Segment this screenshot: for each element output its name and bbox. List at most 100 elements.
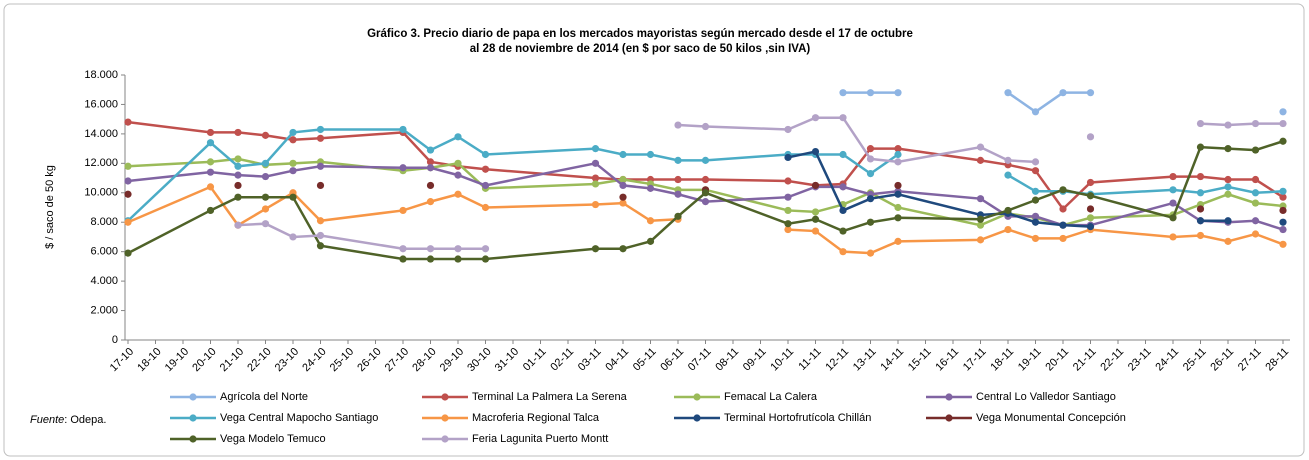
point — [701, 189, 710, 197]
point — [1086, 133, 1095, 141]
point — [866, 145, 875, 153]
point — [1196, 217, 1205, 225]
y-tick-label: 18.000 — [84, 69, 118, 81]
point — [811, 114, 820, 122]
chart-title: al 28 de noviembre de 2014 (en $ por sac… — [470, 43, 811, 55]
point — [811, 215, 820, 223]
point — [124, 162, 132, 170]
series-line — [127, 140, 1284, 261]
point — [426, 146, 435, 154]
point — [1224, 121, 1232, 129]
point — [976, 195, 985, 203]
series-line — [127, 128, 899, 222]
point — [289, 128, 297, 137]
point — [1251, 217, 1260, 225]
y-tick-label: 12.000 — [84, 157, 118, 169]
point — [1004, 171, 1012, 179]
point — [619, 199, 627, 207]
point — [1059, 89, 1067, 97]
point — [1086, 223, 1095, 231]
legend-label: Agrícola del Norte — [220, 391, 308, 403]
point — [839, 150, 847, 159]
point — [481, 245, 490, 253]
legend-label: Macroferia Regional Talca — [472, 412, 600, 424]
y-tick-label: 0 — [112, 334, 118, 346]
point — [1224, 183, 1232, 191]
y-tick-label: 8.000 — [90, 216, 118, 228]
point — [646, 237, 655, 245]
point — [316, 134, 325, 142]
point — [481, 165, 490, 173]
point — [591, 180, 600, 188]
series-line — [127, 161, 1284, 231]
point — [399, 255, 407, 263]
point — [454, 171, 462, 179]
point — [289, 233, 297, 241]
point — [1196, 205, 1205, 213]
point — [894, 190, 902, 198]
point — [206, 128, 215, 137]
point — [894, 150, 902, 159]
point — [206, 158, 215, 166]
point — [839, 114, 847, 122]
legend-marker — [189, 414, 197, 422]
point — [894, 158, 902, 166]
point — [1196, 143, 1205, 151]
point — [839, 89, 847, 97]
point — [674, 175, 682, 184]
point — [839, 206, 847, 215]
series-line — [787, 150, 1091, 228]
point — [316, 242, 325, 250]
point — [1004, 89, 1012, 97]
point — [1251, 119, 1260, 128]
y-tick-label: 10.000 — [84, 187, 118, 199]
point — [701, 156, 710, 164]
point — [426, 198, 435, 206]
point — [124, 190, 132, 198]
point — [674, 121, 682, 129]
point — [481, 255, 490, 263]
legend-marker — [441, 435, 449, 443]
series-line — [677, 116, 1036, 164]
point — [481, 150, 490, 159]
point — [646, 217, 655, 225]
point — [1251, 199, 1260, 207]
point — [894, 203, 902, 212]
point — [399, 206, 407, 215]
point — [976, 156, 985, 164]
y-tick-label: 6.000 — [90, 246, 118, 258]
point — [976, 236, 985, 244]
point — [894, 89, 902, 97]
point — [811, 181, 820, 190]
point — [1196, 189, 1205, 197]
point — [1169, 172, 1177, 181]
point — [1169, 233, 1177, 241]
point — [1059, 221, 1067, 229]
point — [1224, 237, 1232, 245]
point — [976, 215, 985, 223]
point — [426, 181, 435, 190]
point — [674, 156, 682, 164]
legend-label: Femacal La Calera — [724, 391, 818, 403]
point — [261, 193, 270, 201]
point — [866, 170, 875, 178]
point — [316, 162, 325, 170]
series-line — [1007, 91, 1091, 114]
source-text: : Odepa. — [64, 414, 106, 426]
point — [206, 139, 215, 147]
point — [426, 255, 435, 263]
legend-label: Central Lo Valledor Santiago — [976, 391, 1116, 403]
point — [1031, 108, 1040, 116]
point — [454, 255, 462, 263]
point — [234, 128, 242, 137]
point — [591, 245, 600, 253]
point — [206, 168, 215, 176]
point — [674, 212, 682, 220]
point — [784, 220, 792, 228]
point — [1224, 190, 1232, 198]
point — [1279, 108, 1287, 116]
point — [839, 248, 847, 256]
point — [1059, 205, 1067, 213]
point — [1279, 206, 1287, 215]
point — [839, 183, 847, 191]
